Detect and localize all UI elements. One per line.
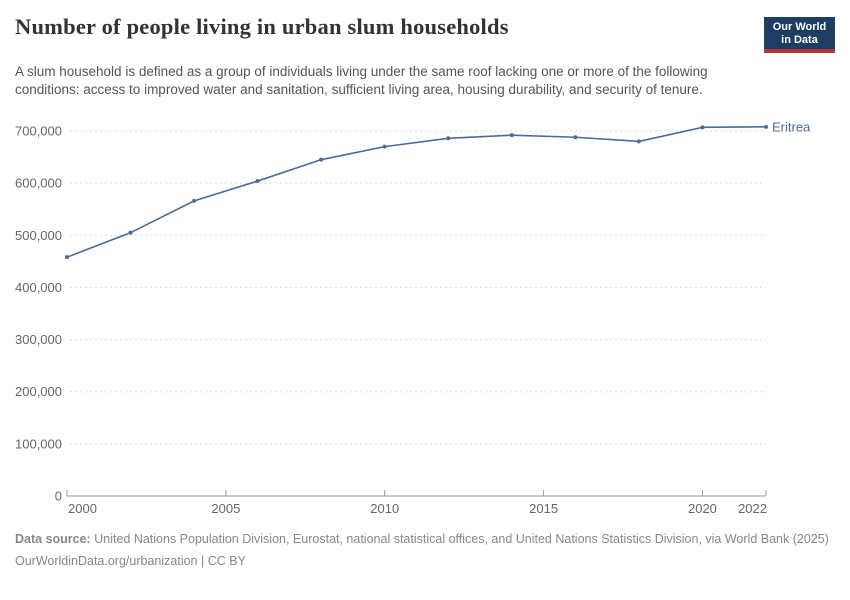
y-tick-label: 100,000 — [15, 436, 62, 451]
owid-logo-line1: Our World — [772, 21, 827, 33]
data-point[interactable] — [65, 255, 69, 260]
y-tick-label: 400,000 — [15, 280, 62, 295]
data-line[interactable] — [66, 126, 767, 258]
data-point[interactable] — [764, 124, 768, 129]
data-point[interactable] — [128, 230, 133, 235]
y-tick-label: 200,000 — [15, 384, 62, 399]
chart-subtitle: A slum household is defined as a group o… — [15, 64, 708, 97]
y-tick-label: 700,000 — [15, 124, 62, 139]
data-point[interactable] — [319, 157, 324, 162]
data-source-text: United Nations Population Division, Euro… — [94, 532, 829, 546]
data-point[interactable] — [700, 125, 705, 130]
page-title: Number of people living in urban slum ho… — [15, 14, 509, 39]
x-tick-label: 2000 — [68, 501, 97, 516]
data-point[interactable] — [255, 179, 260, 184]
chart-header: Number of people living in urban slum ho… — [0, 0, 850, 98]
y-tick-label: 600,000 — [15, 176, 62, 191]
data-source-line: Data source: United Nations Population D… — [15, 531, 835, 548]
data-point[interactable] — [509, 133, 514, 138]
x-tick-label: 2020 — [688, 501, 717, 516]
data-point[interactable] — [382, 144, 387, 149]
series-label[interactable]: Eritrea — [772, 119, 811, 134]
data-point[interactable] — [446, 136, 451, 141]
owid-logo[interactable]: Our World in Data — [764, 17, 835, 53]
data-point[interactable] — [192, 198, 197, 203]
data-point[interactable] — [573, 135, 578, 140]
line-chart[interactable]: 0 100,000 200,000 300,000 400,000 500,000 600,… — [0, 110, 850, 522]
x-tick-label: 2010 — [370, 501, 399, 516]
citation-line[interactable]: OurWorldinData.org/urbanization | CC BY — [15, 554, 246, 568]
x-tick-label: 2005 — [211, 501, 240, 516]
owid-logo-line2: in Data — [781, 33, 818, 46]
y-tick-label: 0 — [55, 489, 62, 504]
data-source-label: Data source: — [15, 532, 91, 546]
data-point[interactable] — [636, 139, 641, 144]
x-tick-label: 2015 — [529, 501, 558, 516]
chart-footer: Data source: United Nations Population D… — [15, 531, 835, 570]
y-tick-label: 300,000 — [15, 332, 62, 347]
x-tick-label: 2022 — [738, 501, 767, 516]
y-tick-label: 500,000 — [15, 228, 62, 243]
chart-area: 0 100,000 200,000 300,000 400,000 500,000 600,… — [0, 110, 850, 522]
